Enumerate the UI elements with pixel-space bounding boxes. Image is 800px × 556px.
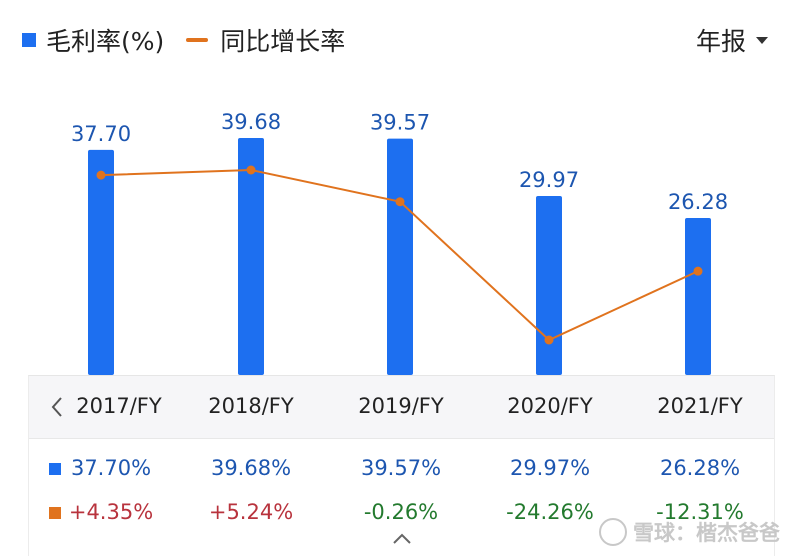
growth-cell: +5.24% (208, 500, 294, 524)
margin-cell: 39.57% (360, 456, 442, 480)
bar-2017/FY (88, 149, 114, 375)
legend-item-margin[interactable]: 毛利率(%) (22, 22, 164, 58)
growth-cell: -12.31% (656, 500, 744, 524)
growth-point-2020/FY (544, 335, 554, 345)
bar-2019/FY (387, 138, 413, 375)
legend-swatch-line (186, 38, 209, 42)
growth-point-2021/FY (693, 266, 703, 276)
growth-point-2017/FY (96, 170, 106, 180)
chevron-up-icon[interactable] (390, 530, 414, 548)
growth-cell: +4.35% (68, 500, 154, 524)
growth-point-2019/FY (395, 197, 405, 207)
margin-cell: 29.97% (509, 456, 591, 480)
year-cell[interactable]: 2018/FY (208, 394, 294, 418)
bar-value-label: 39.68 (221, 110, 281, 134)
chart-canvas: 37.70 39.68 39.57 29.97 26.28 (71, 110, 728, 375)
bar-value-label: 37.70 (71, 122, 131, 146)
year-cell[interactable]: 2020/FY (507, 394, 593, 418)
year-cell[interactable]: 2017/FY (76, 394, 162, 418)
legend-label-margin: 毛利率(%) (46, 27, 165, 56)
data-table-panel: 2017/FY 2018/FY 2019/FY 2020/FY 2021/FY … (28, 375, 775, 556)
legend-label-growth: 同比增长率 (220, 27, 346, 56)
bar-2018/FY (238, 138, 264, 375)
year-cell[interactable]: 2019/FY (358, 394, 444, 418)
row-swatch-growth (49, 507, 61, 519)
caret-down-icon (756, 36, 768, 44)
chevron-left-icon[interactable] (45, 392, 69, 422)
growth-cell: -24.26% (506, 500, 594, 524)
growth-point-2018/FY (246, 165, 256, 175)
bar-2021/FY (685, 218, 711, 375)
bar-2020/FY (536, 195, 562, 375)
watermark: 雪球：楷杰爸爸 (599, 517, 780, 547)
chart-legend: 毛利率(%) 同比增长率 (22, 20, 367, 60)
bar-value-label: 39.57 (370, 111, 430, 135)
row-swatch-margin (49, 463, 61, 475)
bar-value-label: 29.97 (519, 168, 579, 192)
legend-swatch-bar (22, 33, 36, 47)
bar-value-label: 26.28 (668, 190, 728, 214)
legend-item-growth[interactable]: 同比增长率 (186, 22, 345, 58)
margin-cell: 26.28% (659, 456, 741, 480)
year-cell[interactable]: 2021/FY (657, 394, 743, 418)
period-label: 年报 (695, 27, 746, 56)
snowball-logo-icon (599, 518, 627, 546)
margin-cell: 37.70% (70, 456, 152, 480)
watermark-text: 雪球：楷杰爸爸 (633, 521, 780, 545)
margin-cell: 39.68% (210, 456, 292, 480)
year-row: 2017/FY 2018/FY 2019/FY 2020/FY 2021/FY (29, 376, 774, 439)
growth-cell: -0.26% (363, 500, 439, 524)
period-dropdown[interactable]: 年报 (696, 20, 768, 60)
